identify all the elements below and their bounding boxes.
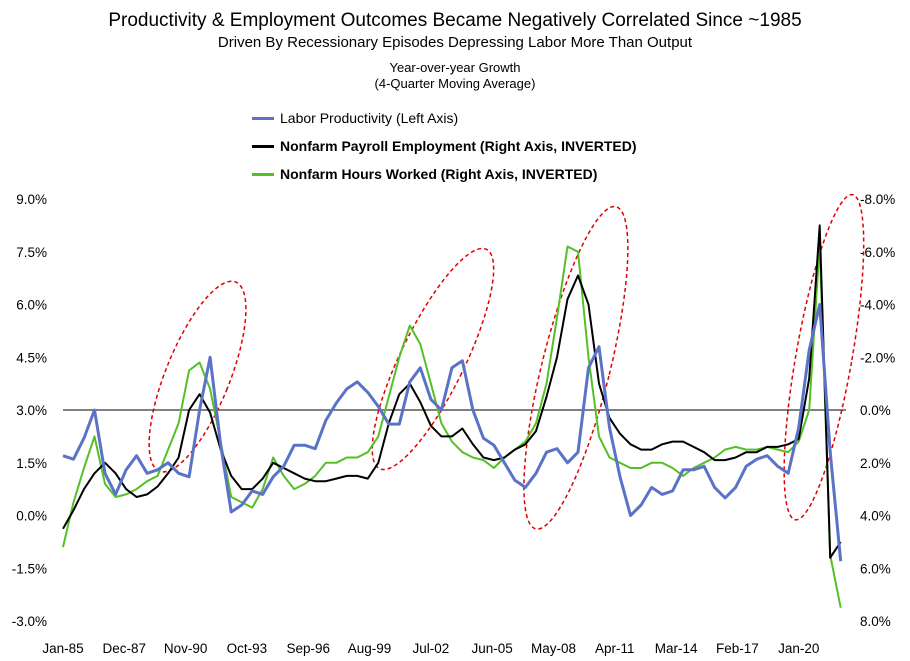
right-axis-tick-label: 6.0% xyxy=(860,561,891,576)
productivity-line xyxy=(62,303,843,562)
x-axis-tick-label: Apr-11 xyxy=(595,641,635,656)
recession-highlight-ellipse xyxy=(783,193,865,521)
x-axis-tick-label: Dec-87 xyxy=(103,641,147,656)
x-axis-tick-label: Feb-17 xyxy=(716,641,759,656)
left-axis-tick-label: 0.0% xyxy=(16,509,47,524)
recession-highlight-ellipse xyxy=(371,247,495,471)
payroll-employment-line xyxy=(62,224,842,559)
legend-item-productivity: Labor Productivity (Left Axis) xyxy=(252,104,637,132)
series-layer xyxy=(62,224,843,608)
highlight-ellipses xyxy=(148,193,865,530)
chart-title: Productivity & Employment Outcomes Becam… xyxy=(108,10,802,31)
x-axis-tick-label: Mar-14 xyxy=(655,641,698,656)
chart-legend: Labor Productivity (Left Axis) Nonfarm P… xyxy=(252,104,637,188)
chart-note-line1: Year-over-year Growth xyxy=(389,60,521,75)
right-axis-tick-label: -8.0% xyxy=(860,192,895,207)
legend-item-hours: Nonfarm Hours Worked (Right Axis, INVERT… xyxy=(252,160,637,188)
right-axis-tick-label: 2.0% xyxy=(860,456,891,471)
left-axis-tick-label: 4.5% xyxy=(16,350,47,365)
legend-swatch-hours xyxy=(252,172,274,176)
right-axis-tick-label: -2.0% xyxy=(860,350,895,365)
left-axis-tick-label: 3.0% xyxy=(16,403,47,418)
x-axis-tick-label: Nov-90 xyxy=(164,641,208,656)
chart-header: Productivity & Employment Outcomes Becam… xyxy=(0,0,910,92)
legend-label-productivity: Labor Productivity (Left Axis) xyxy=(280,110,459,126)
left-axis-tick-label: 9.0% xyxy=(16,192,47,207)
x-axis-tick-label: Aug-99 xyxy=(348,641,392,656)
legend-swatch-payroll xyxy=(252,144,274,148)
right-axis-tick-label: 0.0% xyxy=(860,403,891,418)
left-axis-tick-label: -3.0% xyxy=(12,614,47,629)
left-axis-tick-label: 6.0% xyxy=(16,298,47,313)
chart-note-line2: (4-Quarter Moving Average) xyxy=(374,76,536,91)
recession-highlight-ellipse xyxy=(148,280,247,473)
x-axis-tick-label: Jan-20 xyxy=(778,641,819,656)
x-axis-tick-label: Jun-05 xyxy=(472,641,513,656)
x-axis-tick-label: May-08 xyxy=(531,641,576,656)
hours-worked-line xyxy=(62,242,842,608)
chart-subtitle: Driven By Recessionary Episodes Depressi… xyxy=(217,34,693,51)
right-axis-tick-label: -6.0% xyxy=(860,245,895,260)
x-axis-tick-label: Jan-85 xyxy=(42,641,83,656)
right-axis-tick-label: 8.0% xyxy=(860,614,891,629)
legend-swatch-productivity xyxy=(252,116,274,120)
x-axis-tick-label: Jul-02 xyxy=(412,641,449,656)
left-axis-tick-label: -1.5% xyxy=(12,561,47,576)
recession-highlight-ellipse xyxy=(523,205,629,530)
left-axis-tick-label: 7.5% xyxy=(16,245,47,260)
legend-item-payroll: Nonfarm Payroll Employment (Right Axis, … xyxy=(252,132,637,160)
right-axis-tick-label: -4.0% xyxy=(860,298,895,313)
legend-label-hours: Nonfarm Hours Worked (Right Axis, INVERT… xyxy=(280,166,598,182)
x-axis-tick-label: Sep-96 xyxy=(286,641,330,656)
legend-label-payroll: Nonfarm Payroll Employment (Right Axis, … xyxy=(280,138,637,154)
right-axis-tick-label: 4.0% xyxy=(860,509,891,524)
x-axis-tick-label: Oct-93 xyxy=(227,641,268,656)
axes-layer: 9.0% 7.5% 6.0% 4.5% 3.0% 1.5% 0.0% -1.5% -3.0% -8… xyxy=(12,192,896,656)
left-axis-tick-label: 1.5% xyxy=(16,456,47,471)
